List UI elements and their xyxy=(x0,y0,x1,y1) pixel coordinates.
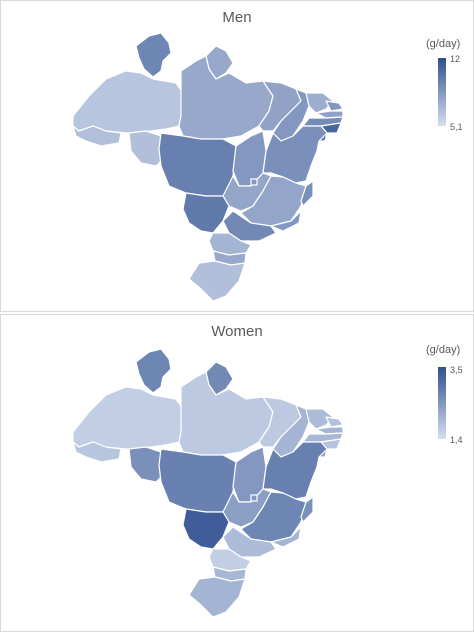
men-state-df xyxy=(250,178,258,186)
men-state-rn xyxy=(325,100,344,112)
men-map-panel: Men (g/day) 12 5,1 xyxy=(0,0,474,312)
women-state-ac xyxy=(72,441,122,463)
men-legend-unit: (g/day) xyxy=(426,38,461,50)
men-state-ce xyxy=(305,92,334,114)
men-map-title: Men xyxy=(222,9,252,26)
women-state-rr xyxy=(135,348,172,394)
men-state-am xyxy=(72,70,184,134)
women-state-pb xyxy=(315,426,344,435)
men-brazil-map xyxy=(72,32,344,302)
women-states-group xyxy=(72,348,344,618)
women-legend-min: 1,4 xyxy=(450,435,463,445)
men-state-pb xyxy=(315,110,344,119)
women-state-rs xyxy=(188,576,246,618)
women-state-ms xyxy=(182,508,230,550)
men-state-rs xyxy=(188,260,246,302)
men-legend-max: 12 xyxy=(450,54,461,64)
women-state-df xyxy=(250,494,258,502)
women-legend-max: 3,5 xyxy=(450,365,463,375)
men-state-rj xyxy=(270,210,302,232)
women-state-rj xyxy=(270,526,302,548)
women-state-am xyxy=(72,386,184,450)
men-state-ba xyxy=(262,125,328,184)
men-state-rr xyxy=(135,32,172,78)
men-state-ac xyxy=(72,125,122,147)
men-state-ms xyxy=(182,192,230,234)
women-state-ba xyxy=(262,441,328,500)
women-state-mt xyxy=(158,448,237,513)
women-map-title: Women xyxy=(211,323,263,340)
women-state-rn xyxy=(325,416,344,428)
women-brazil-map xyxy=(72,348,344,618)
men-state-es xyxy=(300,180,314,207)
women-legend-color-scale xyxy=(438,367,446,439)
men-legend-color-scale xyxy=(438,58,446,126)
women-state-es xyxy=(300,496,314,523)
women-map-panel: Women (g/day) 3,5 1,4 xyxy=(0,314,474,632)
men-states-group xyxy=(72,32,344,302)
women-state-ce xyxy=(305,408,334,430)
men-legend-min: 5,1 xyxy=(450,122,463,132)
women-legend-unit: (g/day) xyxy=(426,344,461,356)
men-state-mt xyxy=(158,132,237,197)
